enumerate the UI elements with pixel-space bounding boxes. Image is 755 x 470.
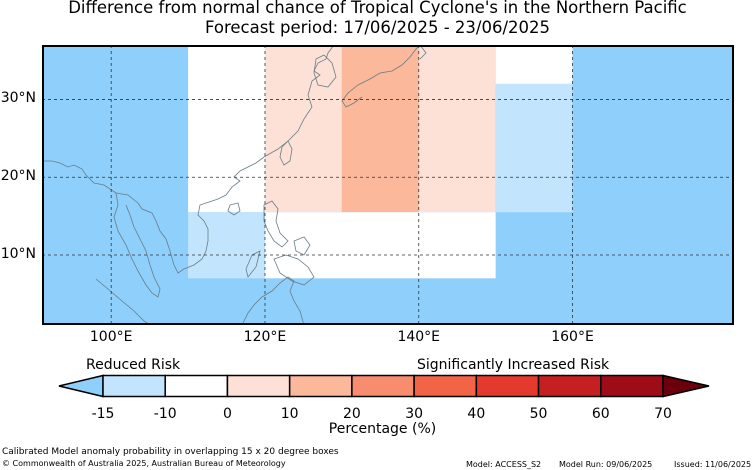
colorbar-segment (537, 374, 602, 398)
colorbar-segment (288, 374, 353, 398)
anomaly-cell (188, 45, 265, 213)
coastline-japan (341, 45, 427, 108)
coastline-sumatra (95, 278, 151, 325)
lon-tick-label: 120°E (243, 329, 287, 345)
anomaly-cell (264, 212, 496, 279)
lon-tick-label: 100°E (89, 329, 133, 345)
colorbar-segment (351, 374, 415, 398)
colorbar-segment (600, 374, 664, 398)
coastline-korea (313, 54, 337, 88)
anomaly-cell (495, 45, 573, 84)
colorbar-segment (102, 374, 166, 398)
lat-tick-label: 30°N (0, 90, 36, 107)
chart-title: Difference from normal chance of Tropica… (68, 0, 687, 17)
copyright: © Commonwealth of Australia 2025, Austra… (2, 459, 286, 468)
coastline-hainan (227, 202, 241, 216)
anomaly-cell (188, 212, 265, 279)
reduced-risk-label: Reduced Risk (86, 357, 181, 373)
anomaly-cell (418, 45, 496, 213)
colorbar-tick-label: -10 (153, 406, 177, 422)
colorbar-tick-label: 70 (654, 406, 672, 422)
footer-note: Calibrated Model anomaly probability in … (2, 447, 339, 457)
colorbar-segment (413, 374, 478, 398)
anomaly-cells (188, 45, 573, 279)
coastline-borneo (241, 276, 305, 325)
colorbar-min-arrow (58, 374, 104, 398)
colorbar-segment (475, 374, 540, 398)
colorbar-tick-label: 0 (222, 406, 232, 422)
forecast-period: Forecast period: 17/06/2025 - 23/06/2025 (204, 18, 551, 37)
colorbar-tick-label: 60 (591, 406, 610, 422)
colorbar-tick-label: -15 (91, 406, 115, 422)
lat-tick-label: 20°N (0, 168, 36, 185)
colorbar-segments (58, 374, 710, 398)
anomaly-cell (495, 83, 573, 213)
anomaly-map (42, 45, 734, 325)
coastline-asia (42, 45, 335, 274)
coastlines (42, 45, 427, 325)
lon-tick-label: 140°E (397, 329, 441, 345)
colorbar-tick-label: 50 (529, 406, 548, 422)
model-run: Model Run: 09/06/2025 (559, 460, 653, 469)
colorbar-tick-label: 10 (280, 406, 299, 422)
colorbar (58, 374, 710, 398)
colorbar-tick-label: 20 (342, 406, 361, 422)
anomaly-cell (264, 45, 342, 213)
lon-tick-label: 160°E (551, 329, 594, 345)
issued-date: Issued: 11/06/2025 (674, 460, 752, 469)
colorbar-label: Percentage (%) (328, 421, 437, 437)
anomaly-cell (341, 45, 419, 213)
model-name: Model: ACCESS_S2 (466, 460, 542, 469)
coastline-malay (113, 192, 161, 298)
colorbar-segment (164, 374, 229, 398)
colorbar-tick-label: 30 (405, 406, 424, 422)
lat-tick-label: 10°N (0, 246, 36, 262)
increased-risk-label: Significantly Increased Risk (417, 357, 610, 373)
colorbar-max-arrow (662, 374, 710, 398)
colorbar-tick-label: 40 (467, 406, 486, 422)
coastline-philippines (245, 200, 315, 286)
coastline-taiwan (279, 140, 293, 166)
map-frame (42, 45, 734, 325)
graticule (42, 45, 734, 325)
colorbar-segment (226, 374, 291, 398)
